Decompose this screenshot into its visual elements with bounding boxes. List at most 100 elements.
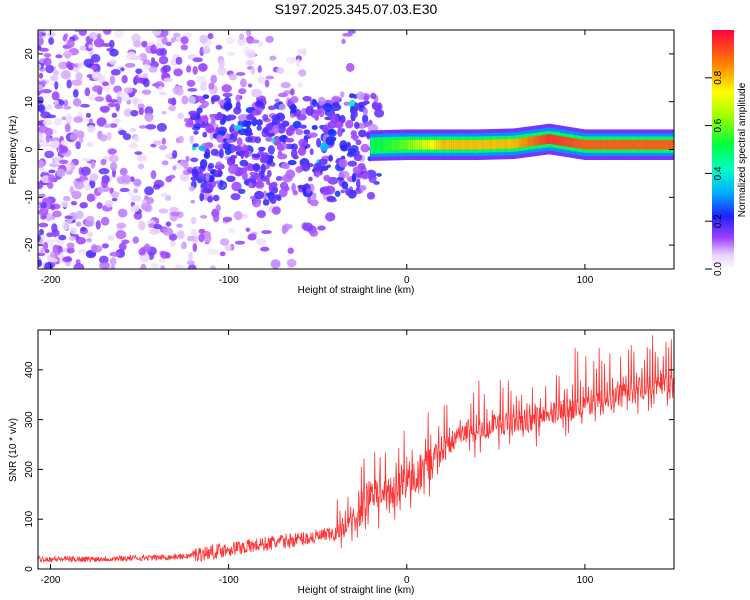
noise-blob [215,204,221,213]
noise-blob [94,96,105,102]
noise-blob [78,134,84,144]
noise-blob [170,238,176,247]
noise-blob [103,30,112,35]
noise-blob [302,47,307,56]
noise-blob [145,124,157,130]
noise-blob [190,228,198,237]
carrier-band-cell [444,139,448,150]
noise-blob [286,56,296,64]
carrier-band-cell [472,139,476,150]
carrier-band-cell [459,139,463,150]
noise-blob [308,176,313,182]
noise-blob [104,199,113,208]
noise-blob [247,233,257,241]
noise-blob [297,48,304,55]
carrier-band-cell [449,139,452,150]
cluster-blob [307,132,318,138]
noise-blob [99,105,111,113]
noise-blob [287,247,294,255]
carrier-band-cell [611,139,615,150]
noise-blob [73,116,83,123]
noise-blob [141,40,148,48]
colorbar-label: Normalized spectral amplitude [737,82,748,217]
carrier-band-cell [665,139,668,150]
noise-blob [96,33,102,42]
noise-blob [172,85,184,96]
cluster-blob [216,134,224,143]
cluster-blob [275,112,286,122]
noise-blob [133,135,140,143]
noise-blob [186,235,194,242]
noise-blob [107,148,117,155]
noise-blob [56,168,66,178]
noise-blob [265,75,275,80]
noise-blob [99,134,108,142]
noise-blob [189,135,195,144]
cluster-blob [302,95,312,102]
noise-blob [180,36,189,45]
cluster-blob [205,172,210,182]
noise-blob [208,249,219,255]
noise-blob [133,40,142,48]
noise-blob [187,264,197,269]
noise-blob [130,195,142,202]
noise-blob [69,133,79,141]
cluster-blob [362,101,368,106]
cluster-blob [269,194,277,205]
carrier-band-cell [656,139,659,150]
carrier-band-cell [592,139,595,150]
noise-blob [130,109,139,117]
noise-blob [149,228,161,235]
carrier-band-cell [419,139,422,150]
carrier-band-cell [432,139,435,150]
noise-blob [376,172,382,177]
noise-blob [192,243,198,252]
carrier-band-cell [511,139,514,149]
carrier-band-cell [370,140,373,151]
carrier-band-cell [628,139,632,150]
noise-blob [109,59,117,66]
noise-blob [363,121,370,128]
noise-blob [256,179,263,188]
colorbar: 0.0 0.2 0.4 0.6 0.8 Normalized spectral ampl… [705,30,748,276]
noise-blob [165,41,172,47]
noise-blob [155,48,165,56]
noise-blob [88,118,93,125]
noise-blob [173,68,183,77]
noise-blob [80,103,90,108]
carrier-band-cell [427,139,431,150]
carrier-band-cell [530,136,533,147]
cluster-blob [340,144,349,152]
carrier-band-cell [630,139,634,150]
cluster-blob [248,182,253,189]
cluster-blob [298,138,308,148]
cluster-blob [298,146,306,156]
noise-blob [160,265,166,269]
carrier-band-cell [620,139,623,150]
carrier-band-cell [440,139,443,150]
carrier-band-cell [461,139,465,150]
noise-blob [158,144,168,151]
noise-blob [144,186,155,196]
noise-blob [141,89,152,95]
noise-blob [38,228,45,236]
carrier-band-cell [622,139,625,150]
snr-y-tick-label: 300 [24,411,35,428]
noise-blob [188,185,195,192]
noise-blob [207,33,214,40]
noise-blob [45,212,53,222]
carrier-band-cell [483,139,486,150]
noise-blob [118,242,127,251]
noise-blob [38,83,43,92]
noise-blob [193,130,199,135]
noise-blob [90,160,96,169]
carrier-band-cell [521,137,525,148]
noise-blob [43,53,52,58]
noise-blob [118,129,127,136]
spectrogram-x-tick-label: -100 [219,275,239,286]
cluster-blob [235,94,241,102]
carrier-band-cell [393,140,396,150]
noise-blob [51,91,60,101]
noise-blob [68,236,77,242]
cluster-blob [290,148,298,159]
